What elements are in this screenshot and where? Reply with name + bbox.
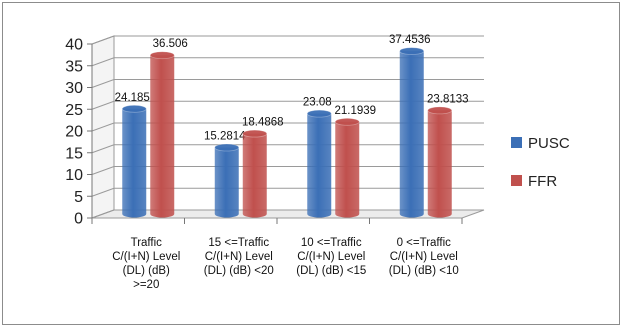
x-tick-label-line: 0 <=Traffic — [396, 237, 451, 249]
legend-label: PUSC — [528, 135, 570, 152]
x-tick-label-line: Traffic — [130, 237, 162, 249]
data-label: 18.4868 — [242, 117, 284, 129]
bar-top-cap — [427, 106, 453, 115]
y-tick-label: 35 — [65, 58, 83, 75]
x-tick-label-line: C/(I+N) Level — [297, 251, 366, 263]
y-tick-label: 5 — [74, 189, 83, 206]
data-label: 15.2814 — [204, 131, 246, 143]
gridline-diagonal — [91, 144, 115, 154]
bar-top-cap — [214, 143, 240, 152]
data-label: 36.506 — [153, 38, 188, 50]
data-label: 23.8133 — [427, 93, 469, 105]
bar-ffr-1 — [242, 133, 267, 218]
y-tick-label: 20 — [65, 124, 83, 141]
x-tick-label-line: C/(I+N) Level — [204, 251, 273, 263]
bar-top-cap — [399, 47, 425, 55]
bar-top-cap — [149, 51, 175, 60]
y-tick-label: 15 — [65, 145, 83, 162]
x-tick-label-line: 10 <=Traffic — [300, 237, 362, 249]
x-tick-label: Traffic C/(I+N) Level (DL) (dB) >=20 — [100, 236, 192, 292]
x-tick-label-line: 15 <=Traffic — [208, 237, 270, 249]
x-tick-label-line: C/(I+N) Level — [389, 251, 458, 263]
x-tick-label-line: (DL) (dB) <10 — [388, 265, 459, 277]
bar-top-cap — [306, 109, 332, 118]
data-label: 21.1939 — [334, 105, 376, 117]
x-tick-label-line: (DL) (dB) <20 — [203, 265, 274, 277]
y-tick-label: 40 — [65, 37, 83, 54]
gridline-diagonal — [91, 209, 115, 219]
legend-swatch — [511, 175, 522, 186]
legend-label: FFR — [528, 173, 557, 190]
bar-pusc-3 — [399, 51, 424, 218]
data-label: 23.08 — [303, 97, 332, 109]
x-tick-label-line: (DL) (dB) — [122, 265, 170, 277]
bar-ffr-0 — [150, 55, 175, 218]
x-tick-label-line: >=20 — [133, 279, 160, 291]
y-tick-label: 0 — [74, 211, 83, 228]
bar-top-cap — [334, 117, 360, 126]
x-tick-label: 15 <=Traffic C/(I+N) Level (DL) (dB) <20 — [193, 236, 285, 278]
data-label: 37.4536 — [389, 34, 431, 46]
x-tick-label: 10 <=Traffic C/(I+N) Level (DL) (dB) <15 — [285, 236, 377, 278]
legend-swatch — [511, 137, 522, 148]
gridline-diagonal — [91, 100, 115, 110]
gridline-diagonal — [91, 187, 115, 197]
bar-ffr-2 — [335, 121, 360, 218]
bar-pusc-0 — [122, 108, 147, 218]
data-label: 24.185 — [115, 92, 150, 104]
gridline-diagonal — [91, 35, 115, 45]
y-tick-label: 10 — [65, 167, 83, 184]
gridline-diagonal — [91, 57, 115, 67]
y-tick-label: 30 — [65, 80, 83, 97]
x-tick-label: 0 <=Traffic C/(I+N) Level (DL) (dB) <10 — [378, 236, 470, 278]
x-tick-label-line: C/(I+N) Level — [112, 251, 181, 263]
bar-pusc-1 — [214, 147, 239, 218]
gridline-diagonal — [91, 166, 115, 175]
bar-ffr-3 — [427, 110, 452, 218]
bar-top-cap — [242, 129, 268, 138]
gridline-diagonal — [91, 79, 115, 88]
x-tick-label-line: (DL) (dB) <15 — [296, 265, 367, 277]
bar-top-cap — [121, 104, 147, 113]
y-tick-label: 25 — [65, 102, 83, 119]
bar-pusc-2 — [307, 113, 332, 218]
gridline-diagonal — [91, 122, 115, 132]
